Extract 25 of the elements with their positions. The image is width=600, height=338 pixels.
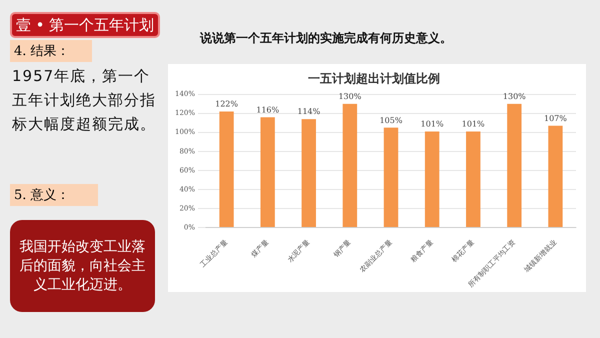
data-label: 101%	[420, 120, 444, 129]
text: 1957年底，第一个五年计划绝大部分指标大幅度超额完成。	[12, 66, 157, 135]
data-label: 122%	[215, 100, 238, 109]
data-label: 130%	[338, 92, 362, 101]
bar	[342, 104, 358, 228]
data-label: 116%	[256, 105, 280, 114]
text: 4. 结果：	[10, 40, 92, 62]
data-label: 105%	[380, 116, 403, 125]
bar	[384, 128, 398, 228]
bar	[548, 126, 563, 228]
bar	[466, 131, 480, 228]
bar	[424, 131, 440, 228]
data-label: 107%	[544, 114, 568, 123]
text: 壹 • 第一个五年计划	[10, 12, 160, 38]
bar	[219, 112, 234, 228]
data-label: 130%	[502, 92, 526, 101]
text: 5. 意义：	[10, 184, 98, 206]
bar	[260, 117, 275, 228]
data-label: 101%	[462, 120, 486, 129]
data-label: 114%	[297, 107, 321, 116]
text: 我国开始改变工业落后的面貌，向社会主义工业化迈进。	[10, 220, 155, 312]
text: 说说第一个五年计划的实施完成有何历史意义。	[200, 30, 453, 47]
bar	[302, 119, 316, 228]
bar	[507, 104, 522, 228]
chart-title: 一五计划超出计划值比例	[308, 71, 440, 86]
